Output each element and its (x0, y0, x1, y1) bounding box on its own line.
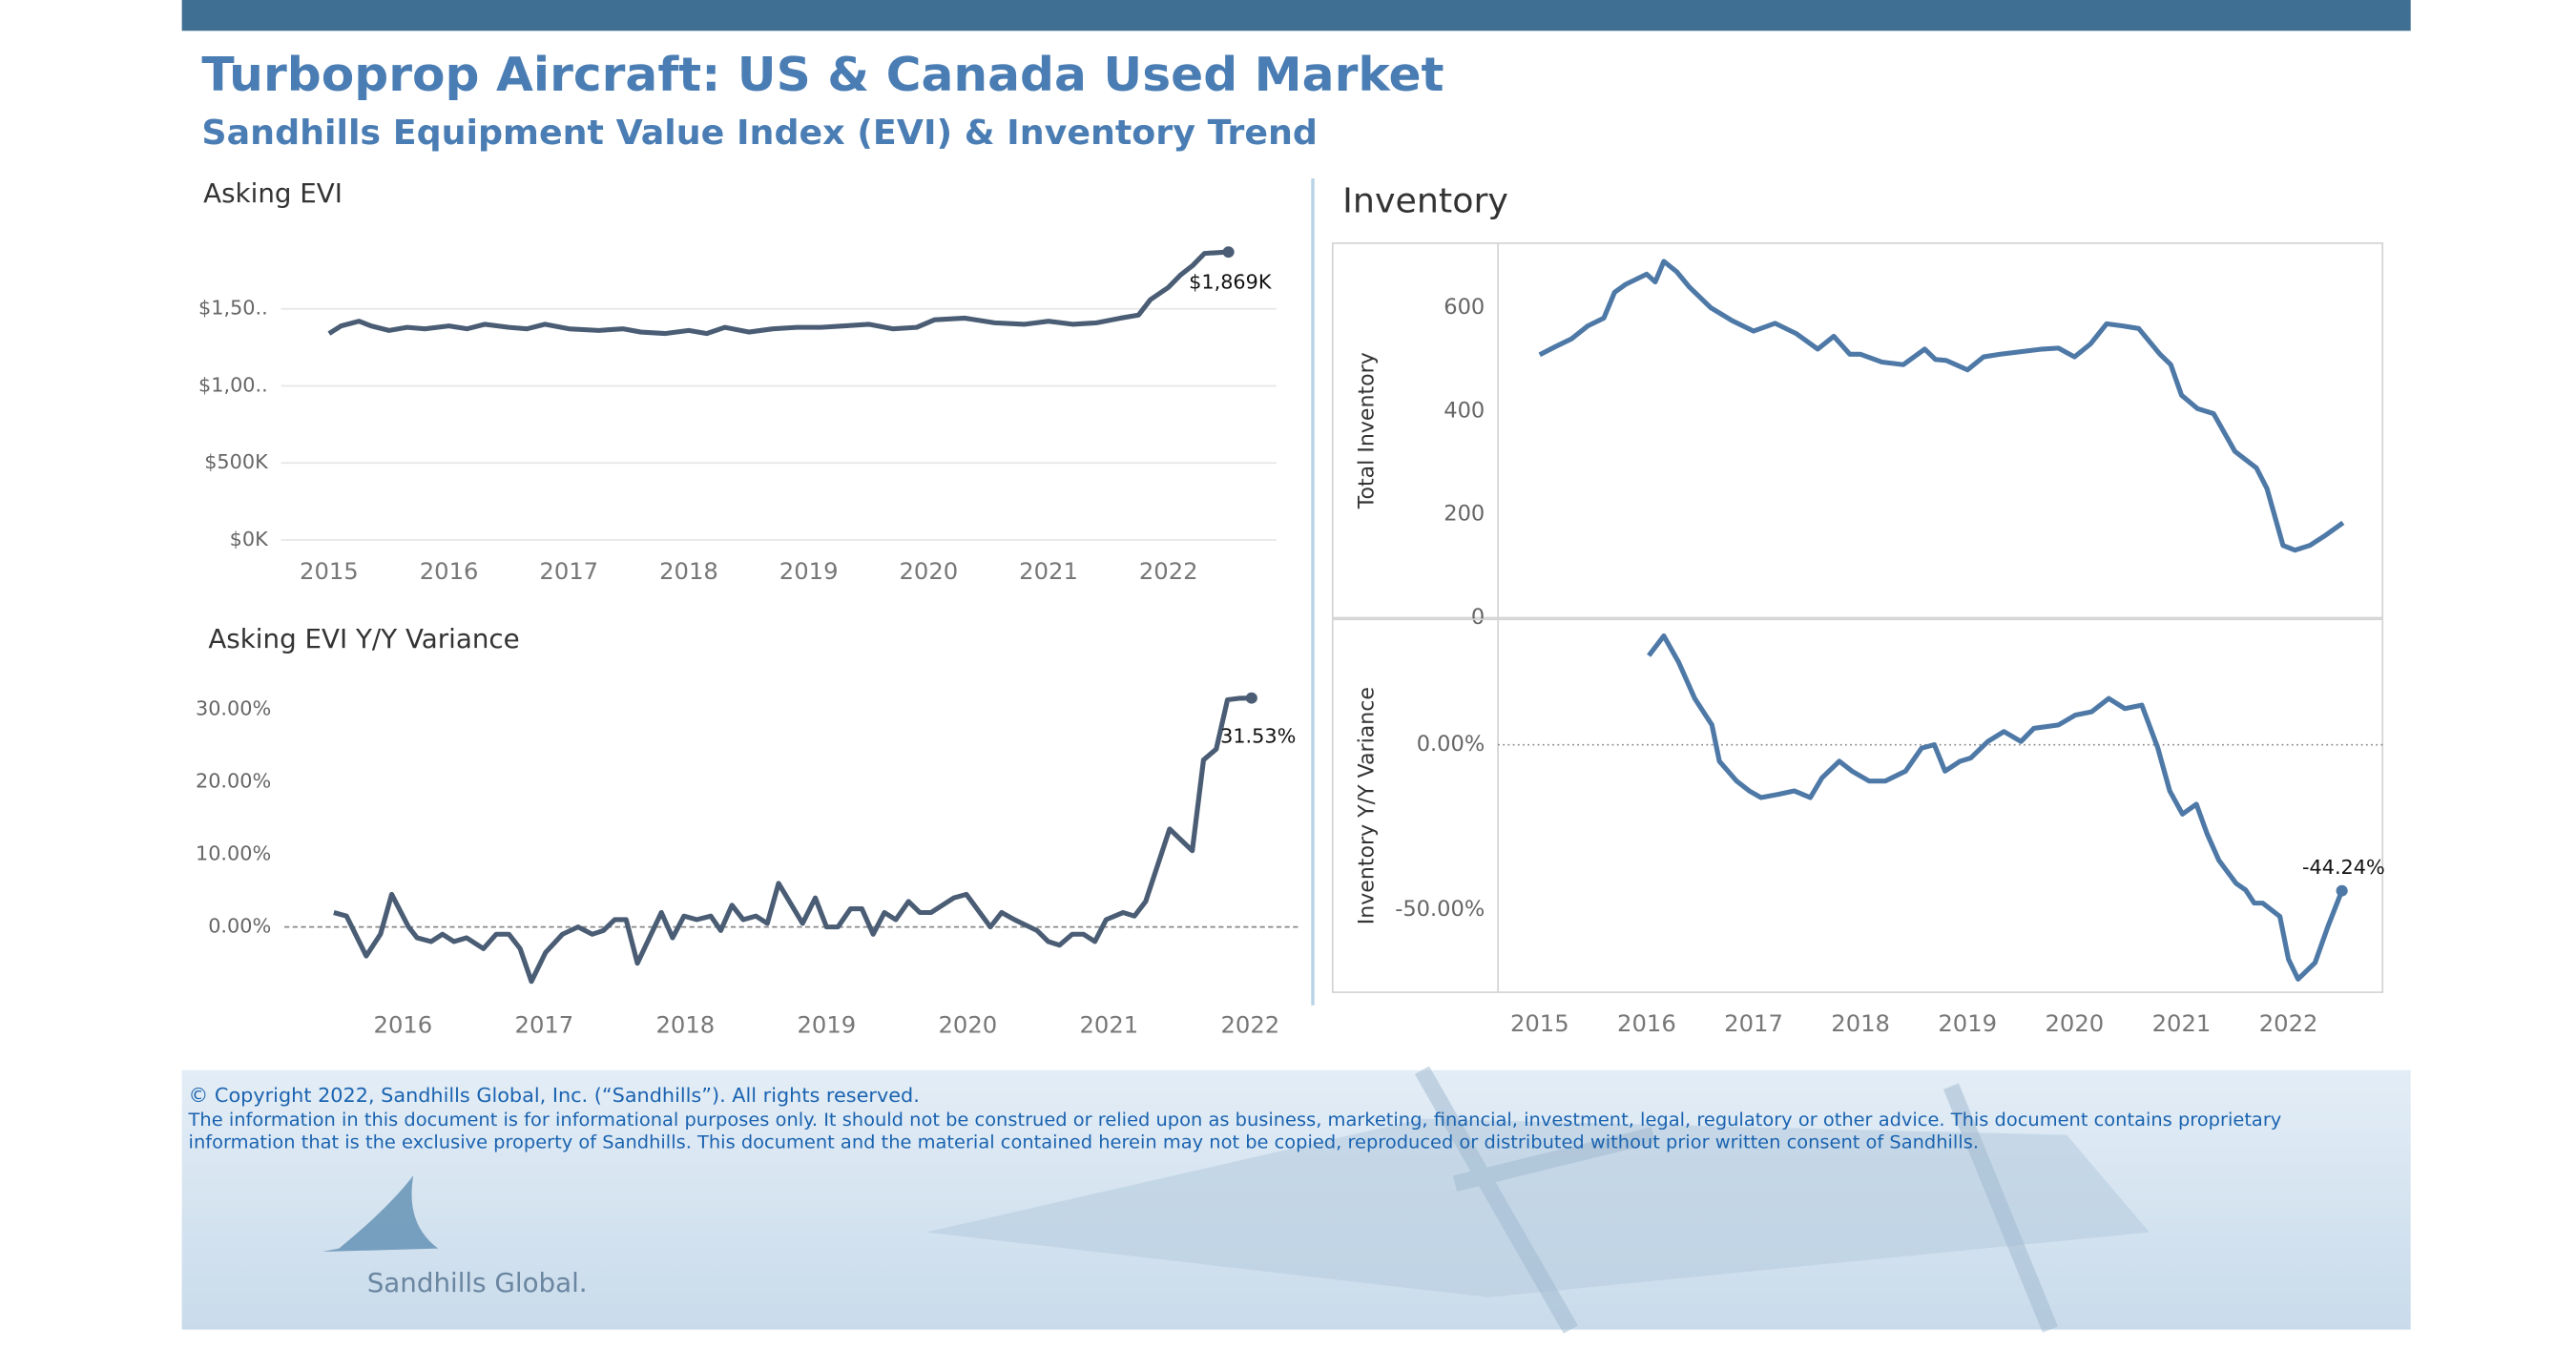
x-tick-label: 2015 (1510, 1010, 1569, 1037)
end-marker (1222, 246, 1235, 259)
x-tick-label: 2018 (659, 558, 718, 585)
x-tick-label: 2019 (1938, 1010, 1997, 1037)
x-tick-label: 2019 (798, 1012, 857, 1039)
end-marker (1245, 692, 1257, 704)
x-tick-label: 2020 (938, 1012, 997, 1039)
x-tick-label: 2016 (420, 558, 479, 585)
logo-text: Sandhills Global. (367, 1269, 588, 1298)
value-annotation: $1,869K (1189, 271, 1272, 294)
copyright: © Copyright 2022, Sandhills Global, Inc.… (189, 1084, 920, 1107)
y-tick-label: 600 (1444, 295, 1485, 320)
y-tick-label: 0.00% (208, 915, 271, 938)
chart-title: Asking EVI Y/Y Variance (208, 625, 519, 654)
disclaimer-line: The information in this document is for … (188, 1109, 2282, 1131)
x-tick-label: 2015 (300, 558, 359, 585)
y-tick-label: $1,00.. (198, 374, 268, 397)
series-line (333, 695, 1252, 985)
series-line (1647, 633, 2345, 982)
x-tick-label: 2016 (374, 1012, 433, 1039)
page-subtitle: Sandhills Equipment Value Index (EVI) & … (201, 114, 1318, 153)
x-tick-label: 2022 (1139, 558, 1198, 585)
chart-title: Inventory (1342, 182, 1508, 221)
x-tick-label: 2021 (2152, 1010, 2212, 1037)
plane-illustration (925, 1118, 2150, 1297)
x-tick-label: 2017 (539, 558, 598, 585)
plot-frame (1331, 618, 2384, 993)
y-tick-label: $500K (204, 450, 268, 473)
x-tick-label: 2022 (2259, 1010, 2318, 1037)
y-tick-label: -50.00% (1395, 897, 1485, 922)
chart-title: Asking EVI (203, 179, 343, 209)
x-tick-label: 2022 (1220, 1012, 1279, 1039)
disclaimer-line: information that is the exclusive proper… (189, 1131, 1979, 1153)
x-tick-label: 2021 (1019, 558, 1078, 585)
y-tick-label: 20.00% (196, 770, 271, 793)
page-title: Turboprop Aircraft: US & Canada Used Mar… (201, 47, 1444, 101)
y-tick-label: 10.00% (196, 842, 271, 865)
series-line (327, 249, 1229, 337)
x-tick-label: 2020 (899, 558, 958, 585)
header-bar (181, 0, 2411, 31)
plot-frame (1331, 242, 2384, 619)
x-tick-label: 2018 (1831, 1010, 1890, 1037)
y-tick-label: 30.00% (196, 696, 271, 719)
series-line (1538, 259, 2345, 553)
end-marker (2336, 884, 2348, 897)
x-tick-label: 2017 (515, 1012, 574, 1039)
y-axis-label: Inventory Y/Y Variance (1355, 687, 1380, 924)
value-annotation: 31.53% (1220, 725, 1296, 748)
y-tick-label: 0 (1471, 605, 1485, 630)
y-tick-label: 0.00% (1417, 732, 1485, 757)
logo-bird (322, 1175, 439, 1253)
x-tick-label: 2019 (779, 558, 839, 585)
x-tick-label: 2018 (656, 1012, 716, 1039)
y-tick-label: 200 (1444, 502, 1485, 527)
y-axis-label: Total Inventory (1355, 352, 1380, 509)
y-tick-label: $0K (230, 528, 269, 550)
y-tick-label: 400 (1444, 399, 1485, 424)
x-tick-label: 2016 (1617, 1010, 1676, 1037)
x-tick-label: 2017 (1724, 1010, 1783, 1037)
value-annotation: -44.24% (2302, 856, 2385, 879)
x-tick-label: 2020 (2046, 1010, 2105, 1037)
x-tick-label: 2021 (1079, 1012, 1138, 1039)
y-tick-label: $1,50.. (198, 297, 268, 320)
propellers (1414, 1066, 2058, 1334)
